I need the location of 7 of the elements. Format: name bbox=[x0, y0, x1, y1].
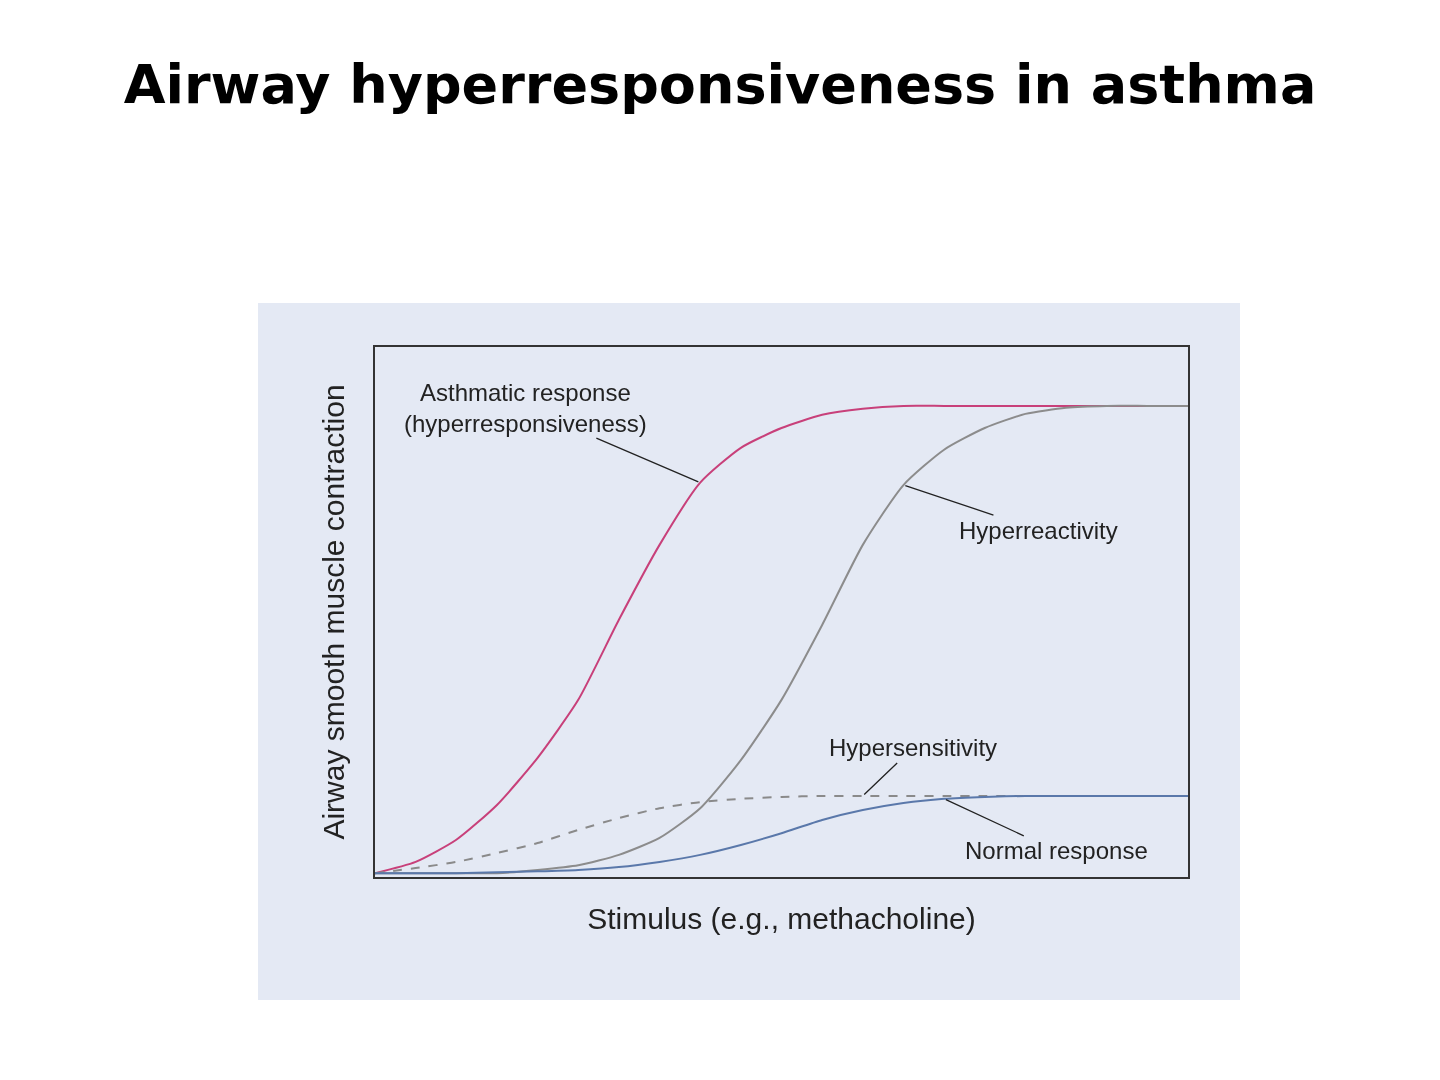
chart-title: Airway hyperresponsiveness in asthma bbox=[123, 52, 1317, 116]
series-label: Normal response bbox=[965, 837, 1148, 864]
text: Hyperreactivity bbox=[959, 517, 1118, 544]
y-axis-title: Airway smooth muscle contraction bbox=[316, 384, 350, 840]
x-axis-title: Stimulus (e.g., methacholine) bbox=[587, 901, 976, 935]
text: Asthmatic response (hyperresponsiveness) bbox=[404, 379, 647, 438]
series-label: Hypersensitivity bbox=[829, 734, 998, 761]
